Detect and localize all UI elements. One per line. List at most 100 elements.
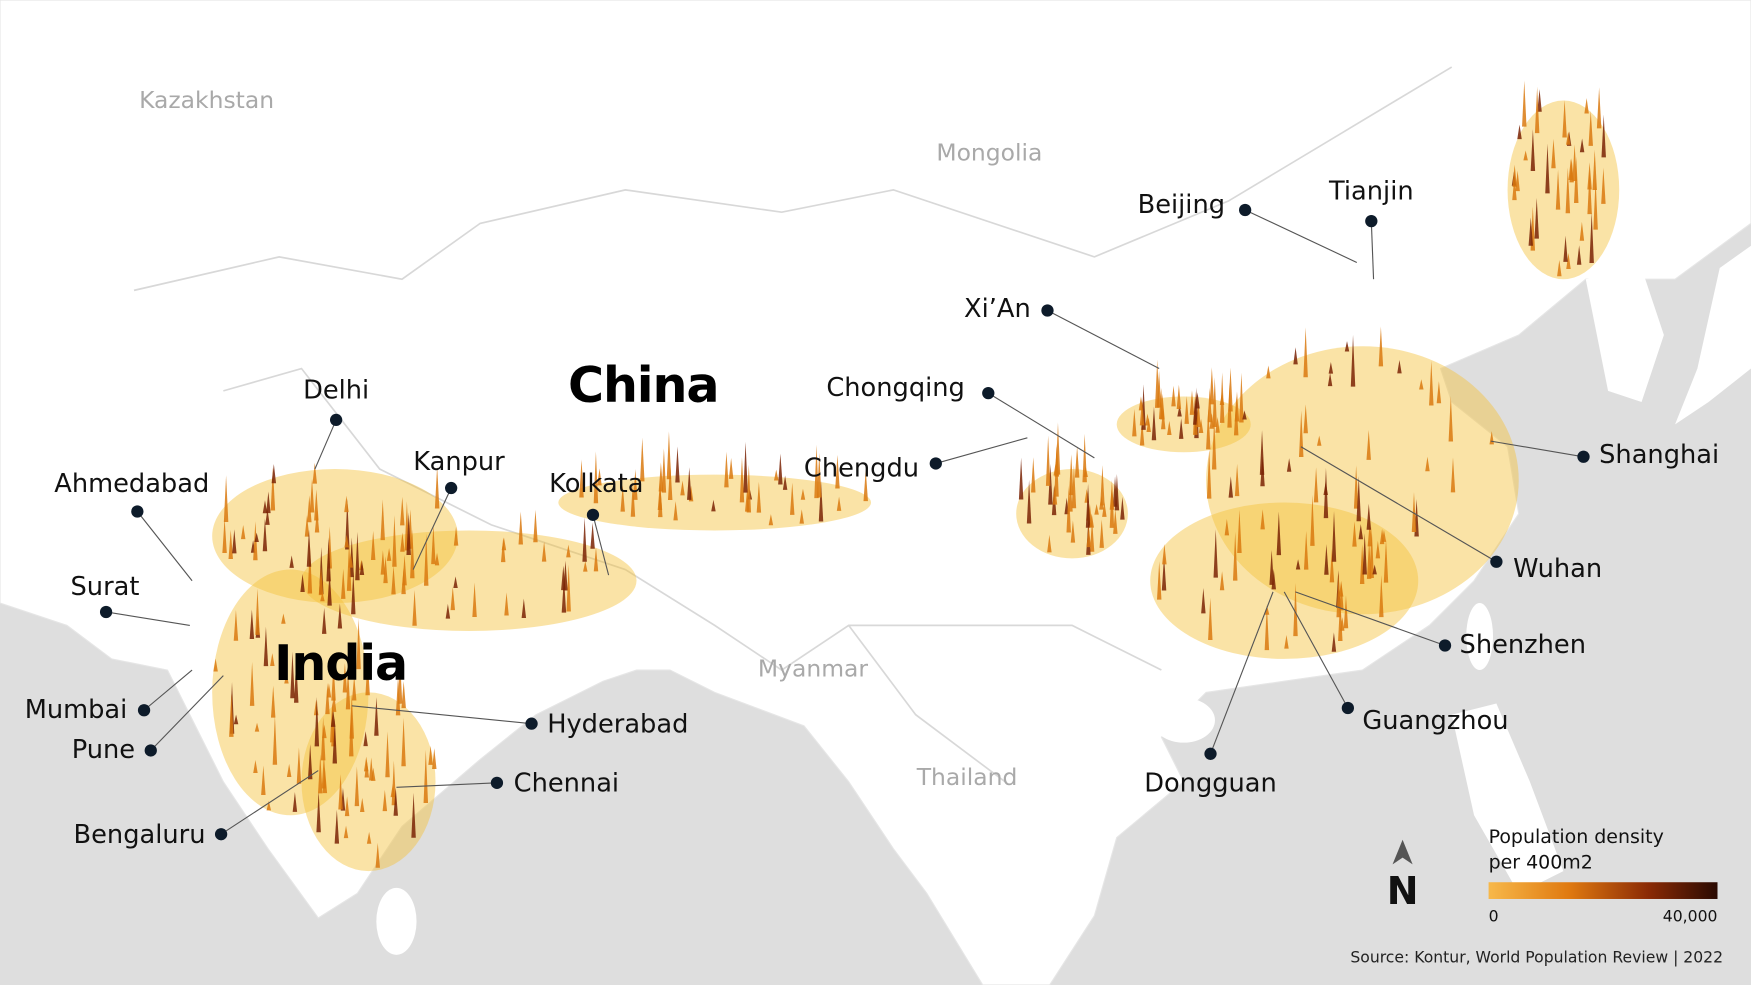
density-spike bbox=[836, 496, 842, 511]
density-spike bbox=[1450, 457, 1456, 493]
density-spike bbox=[472, 582, 477, 617]
density-spike bbox=[1206, 448, 1212, 499]
density-spike bbox=[1228, 367, 1233, 412]
leader-line bbox=[1490, 440, 1584, 458]
density-spike bbox=[265, 509, 270, 525]
density-spike bbox=[1048, 463, 1053, 505]
density-spike bbox=[835, 455, 840, 489]
city-marker bbox=[144, 744, 157, 757]
density-spike bbox=[1193, 396, 1198, 425]
density-spike bbox=[1572, 144, 1577, 182]
density-spike bbox=[307, 744, 313, 780]
density-spike bbox=[789, 482, 795, 515]
leader-line bbox=[1370, 221, 1375, 280]
density-spike bbox=[1537, 89, 1542, 112]
density-spike bbox=[332, 718, 338, 764]
density-spike bbox=[213, 658, 218, 672]
density-spike bbox=[633, 469, 638, 500]
city-marker bbox=[586, 508, 600, 521]
country-label: Kazakhstan bbox=[139, 86, 274, 114]
legend-colorbar bbox=[1488, 882, 1718, 899]
density-spike bbox=[566, 564, 571, 612]
density-spike bbox=[354, 766, 360, 807]
density-spike bbox=[1259, 430, 1265, 475]
density-spike bbox=[1328, 361, 1334, 374]
density-spike bbox=[307, 544, 313, 594]
density-spike bbox=[363, 731, 368, 747]
density-spike bbox=[432, 748, 437, 770]
country-label: Thailand bbox=[916, 763, 1018, 791]
density-spike bbox=[1323, 468, 1329, 519]
density-spike bbox=[290, 651, 295, 699]
density-spike bbox=[1242, 410, 1247, 420]
city-marker bbox=[131, 505, 144, 518]
density-spike bbox=[1425, 456, 1430, 472]
density-spike bbox=[1083, 466, 1088, 477]
density-spike bbox=[1162, 544, 1167, 565]
density-spike bbox=[778, 453, 783, 485]
density-spike bbox=[262, 500, 268, 514]
density-spike bbox=[1579, 138, 1585, 153]
density-spike bbox=[450, 586, 456, 611]
density-spike bbox=[1411, 492, 1417, 533]
density-spike bbox=[400, 496, 405, 526]
density-spike bbox=[327, 571, 332, 606]
density-spike bbox=[306, 529, 312, 567]
density-spike bbox=[383, 556, 388, 584]
density-spike bbox=[284, 673, 289, 684]
density-spike bbox=[382, 789, 388, 812]
density-spike bbox=[1068, 481, 1073, 512]
density-spike bbox=[392, 515, 397, 567]
density-spike bbox=[1264, 605, 1270, 651]
borders bbox=[133, 66, 1453, 783]
density-spike bbox=[863, 469, 868, 502]
density-spike bbox=[232, 529, 237, 554]
density-spike bbox=[1102, 501, 1107, 517]
density-spike bbox=[1089, 513, 1094, 528]
density-spike bbox=[326, 537, 331, 582]
density-spike bbox=[375, 842, 380, 868]
density-spike bbox=[1379, 575, 1384, 618]
country-label: Myanmar bbox=[758, 655, 869, 683]
density-spike bbox=[337, 603, 343, 629]
density-spike bbox=[1156, 370, 1162, 408]
density-spike bbox=[1260, 509, 1265, 530]
leader-line bbox=[351, 705, 532, 725]
density-spike bbox=[1588, 110, 1593, 146]
density-spike bbox=[359, 560, 365, 575]
labels: Kazakhstan Mongolia Myanmar Thailand China In… bbox=[25, 86, 1723, 967]
density-spike bbox=[266, 800, 272, 811]
density-spike bbox=[1528, 217, 1534, 246]
density-spike bbox=[453, 576, 458, 589]
density-spike bbox=[370, 530, 376, 560]
density-area bbox=[1116, 396, 1251, 453]
density-spike bbox=[1343, 595, 1349, 629]
density-spike bbox=[1353, 465, 1359, 509]
density-spike bbox=[1177, 404, 1182, 417]
density-spike bbox=[1053, 461, 1059, 476]
density-spike bbox=[673, 501, 678, 521]
density-spike bbox=[316, 790, 321, 833]
density-spike bbox=[1284, 635, 1289, 649]
density-spike bbox=[675, 446, 680, 483]
density-spike bbox=[1517, 124, 1522, 140]
density-spike bbox=[380, 499, 385, 541]
density-spike bbox=[233, 609, 239, 641]
density-spike bbox=[800, 488, 806, 500]
city-marker bbox=[490, 776, 504, 789]
city-marker bbox=[99, 605, 113, 619]
density-spike bbox=[680, 480, 685, 496]
density-spike bbox=[1522, 80, 1527, 127]
city-label: Ahmedabad bbox=[54, 469, 209, 499]
density-spike bbox=[406, 512, 411, 556]
density-spike bbox=[1419, 379, 1424, 390]
density-spike bbox=[325, 683, 330, 715]
density-spike bbox=[1566, 131, 1571, 145]
density-spike bbox=[386, 548, 392, 561]
density-spike bbox=[1372, 564, 1377, 575]
density-spike bbox=[728, 457, 734, 479]
density-spike bbox=[1031, 457, 1036, 493]
city-label: Chennai bbox=[514, 768, 619, 798]
